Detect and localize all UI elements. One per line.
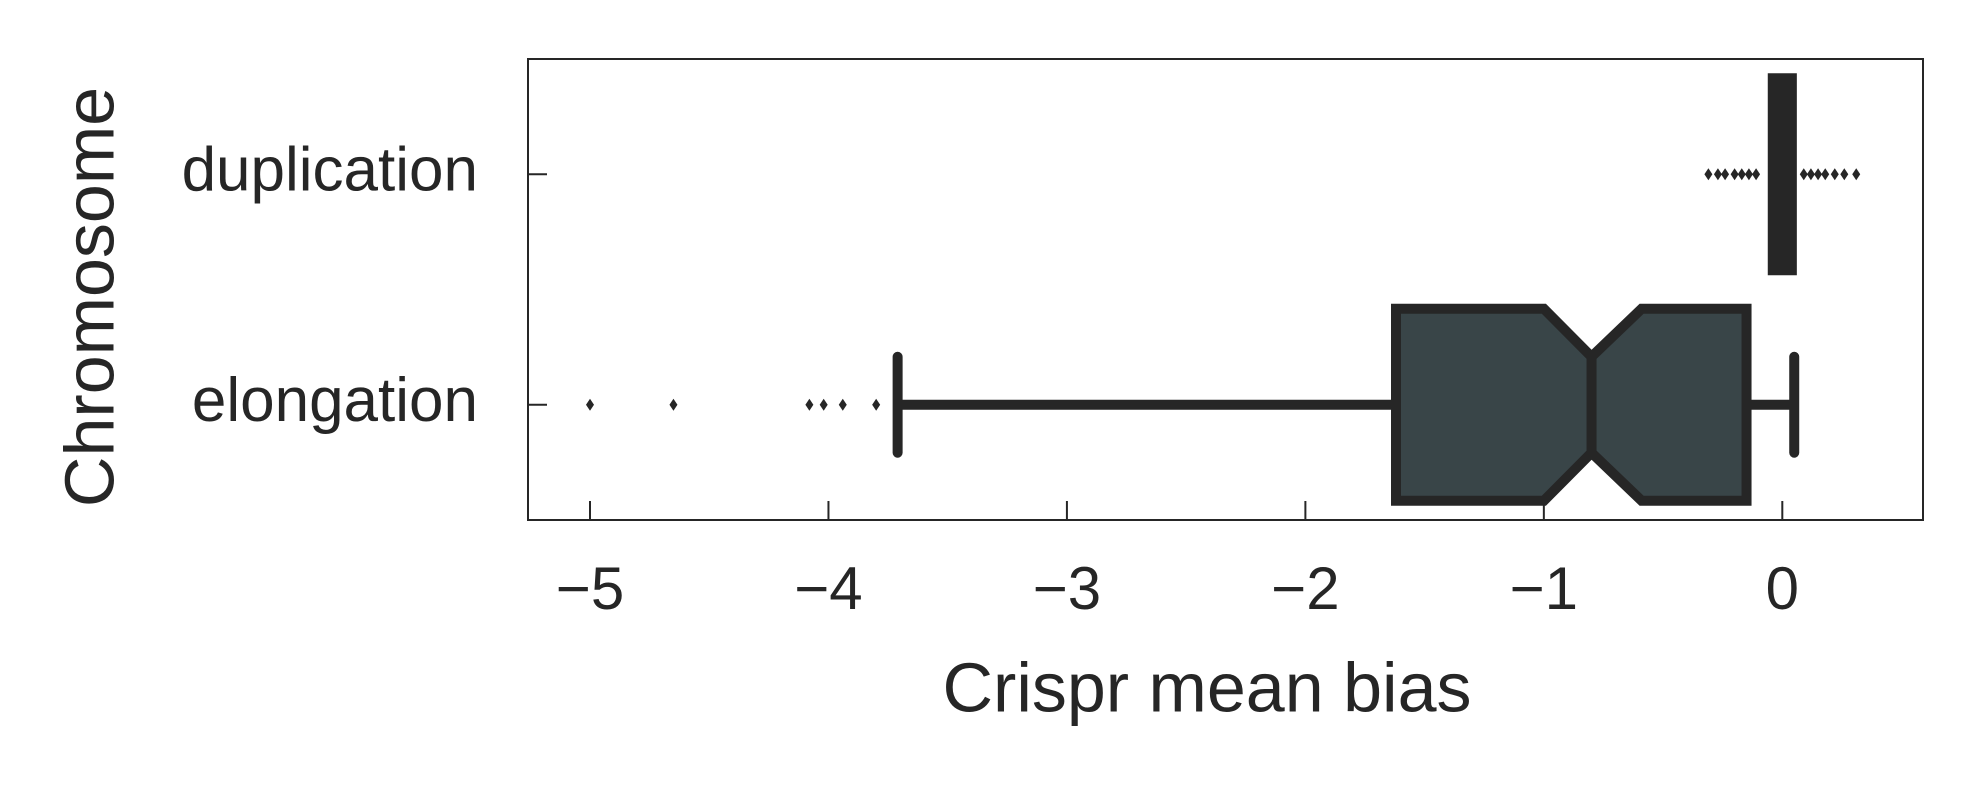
outlier [586, 398, 594, 411]
x-tick-label: −5 [556, 555, 624, 622]
y-axis-label: Chromosome [50, 87, 128, 507]
y-tick-label: duplication [182, 136, 478, 205]
outlier [805, 398, 814, 411]
outlier [838, 398, 847, 411]
x-tick-label: −3 [1033, 555, 1101, 622]
x-tick-label: −1 [1510, 555, 1578, 622]
outlier [1730, 168, 1739, 181]
outlier [1830, 168, 1839, 181]
y-tick-label: elongation [192, 366, 478, 435]
plot-frame [527, 58, 1924, 521]
x-axis-label: Crispr mean bias [942, 648, 1471, 726]
outlier [1704, 168, 1713, 181]
outlier [1806, 168, 1815, 181]
outlier [872, 398, 881, 411]
x-tick-label: 0 [1766, 555, 1799, 622]
outlier [1852, 168, 1861, 181]
box [1391, 303, 1752, 506]
outlier [1821, 168, 1830, 181]
outlier [819, 398, 828, 411]
outlier [1737, 168, 1746, 181]
outlier [1721, 168, 1730, 181]
x-tick-label: −4 [794, 555, 862, 622]
outlier [1752, 168, 1761, 181]
outlier [669, 398, 678, 411]
outlier [1713, 168, 1722, 181]
outlier [1744, 168, 1753, 181]
outlier [1840, 168, 1849, 181]
x-tick-label: −2 [1271, 555, 1339, 622]
outlier [1799, 168, 1808, 181]
outlier [1814, 168, 1823, 181]
